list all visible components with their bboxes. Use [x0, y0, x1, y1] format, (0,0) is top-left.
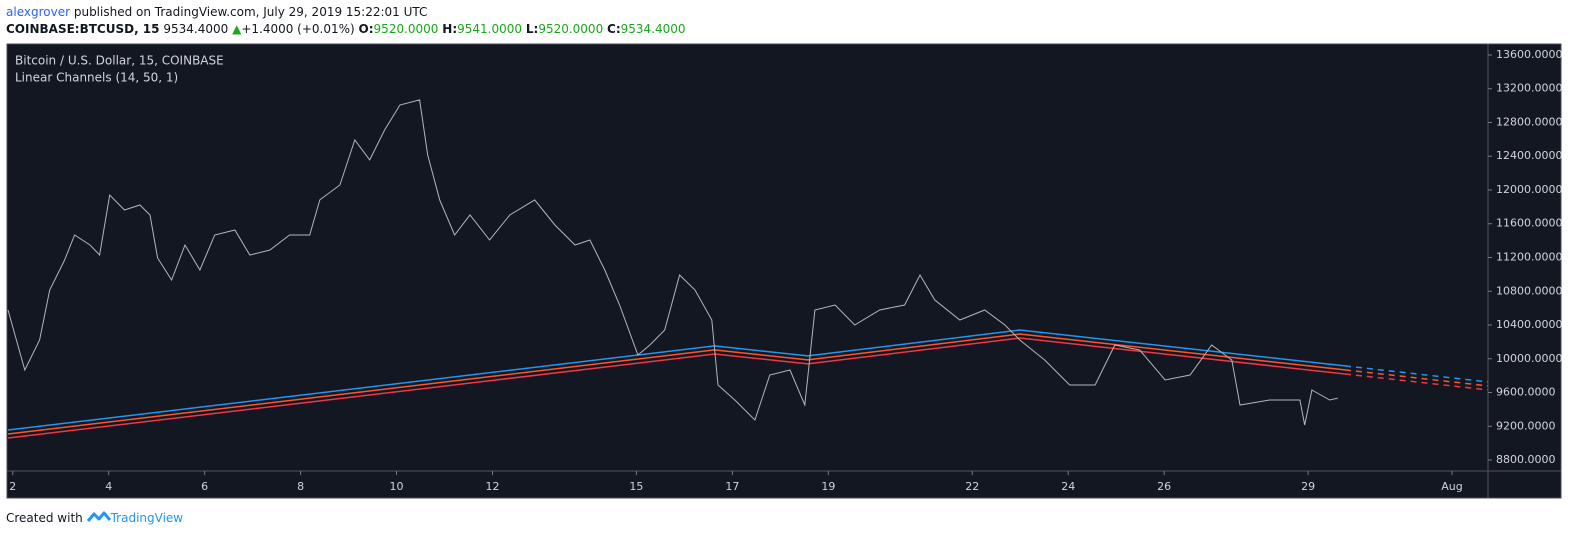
y-tick-label: 9600.0000: [1496, 386, 1556, 399]
y-tick-label: 11200.0000: [1496, 251, 1562, 264]
ohlc-value: 9541.0000: [457, 22, 523, 36]
channel-projection: [1344, 369, 1489, 387]
published: published on TradingView.com, July 29, 2…: [73, 5, 428, 19]
x-tick-label: 19: [821, 480, 835, 493]
x-tick-label: 10: [390, 480, 404, 493]
chart-background: [6, 43, 1562, 499]
footer: Created with TradingView: [6, 511, 183, 525]
channel-projection: [1344, 365, 1489, 383]
indicator-legend: Linear Channels (14, 50, 1): [15, 71, 178, 85]
y-tick-label: 13600.0000: [1496, 48, 1562, 61]
x-tick-label: Aug: [1441, 480, 1462, 493]
x-tick-label: 26: [1157, 480, 1171, 493]
y-tick-label: 10800.0000: [1496, 284, 1562, 297]
y-tick-label: 12000.0000: [1496, 183, 1562, 196]
y-tick-label: 13200.0000: [1496, 82, 1562, 95]
ohlc-label: L:: [525, 22, 539, 36]
x-tick-label: 15: [629, 480, 643, 493]
x-tick-label: 6: [201, 480, 208, 493]
y-tick-label: 11600.0000: [1496, 217, 1562, 230]
author[interactable]: alexgrover: [6, 5, 71, 19]
y-tick-label: 12800.0000: [1496, 115, 1562, 128]
up-arrow: ▲: [232, 22, 242, 36]
x-tick-label: 22: [965, 480, 979, 493]
channel-line: [7, 333, 1346, 435]
chart-title: Bitcoin / U.S. Dollar, 15, COINBASE: [15, 54, 224, 68]
y-tick-label: 10400.0000: [1496, 318, 1562, 331]
x-tick-label: 2: [9, 480, 16, 493]
ohlc-value: 9534.4000: [620, 22, 686, 36]
channel-projection: [1344, 373, 1489, 391]
price-line: [7, 99, 1338, 426]
y-tick-label: 9200.0000: [1496, 419, 1556, 432]
ohlc-label: H:: [442, 22, 458, 36]
ohlc-label: O:: [358, 22, 374, 36]
ohlc-label: C:: [607, 22, 621, 36]
footer-prefix: Created with: [6, 511, 83, 525]
ohlc-value: 9520.0000: [538, 22, 604, 36]
x-tick-label: 17: [725, 480, 739, 493]
publish-line: alexgrover published on TradingView.com,…: [6, 5, 427, 19]
y-tick-label: 10000.0000: [1496, 352, 1562, 365]
channel-line: [7, 337, 1346, 439]
y-tick-label: 8800.0000: [1496, 453, 1556, 466]
quote-line: COINBASE:BTCUSD, 15 9534.4000 ▲+1.4000 (…: [6, 22, 686, 36]
last-price: 9534.4000: [163, 22, 229, 36]
footer-brand[interactable]: TradingView: [110, 511, 184, 525]
symbol: COINBASE:BTCUSD, 15: [6, 22, 160, 36]
logo: [86, 511, 111, 522]
x-tick-label: 8: [297, 480, 304, 493]
x-tick-label: 4: [105, 480, 112, 493]
x-tick-label: 12: [486, 480, 500, 493]
change: +1.4000 (+0.01%): [241, 22, 355, 36]
x-tick-label: 24: [1061, 480, 1075, 493]
y-tick-label: 12400.0000: [1496, 149, 1562, 162]
ohlc: O:9520.0000 H:9541.0000 L:9520.0000 C:95…: [359, 22, 686, 36]
ohlc-value: 9520.0000: [373, 22, 439, 36]
x-tick-label: 29: [1301, 480, 1315, 493]
channel-line: [7, 329, 1346, 431]
